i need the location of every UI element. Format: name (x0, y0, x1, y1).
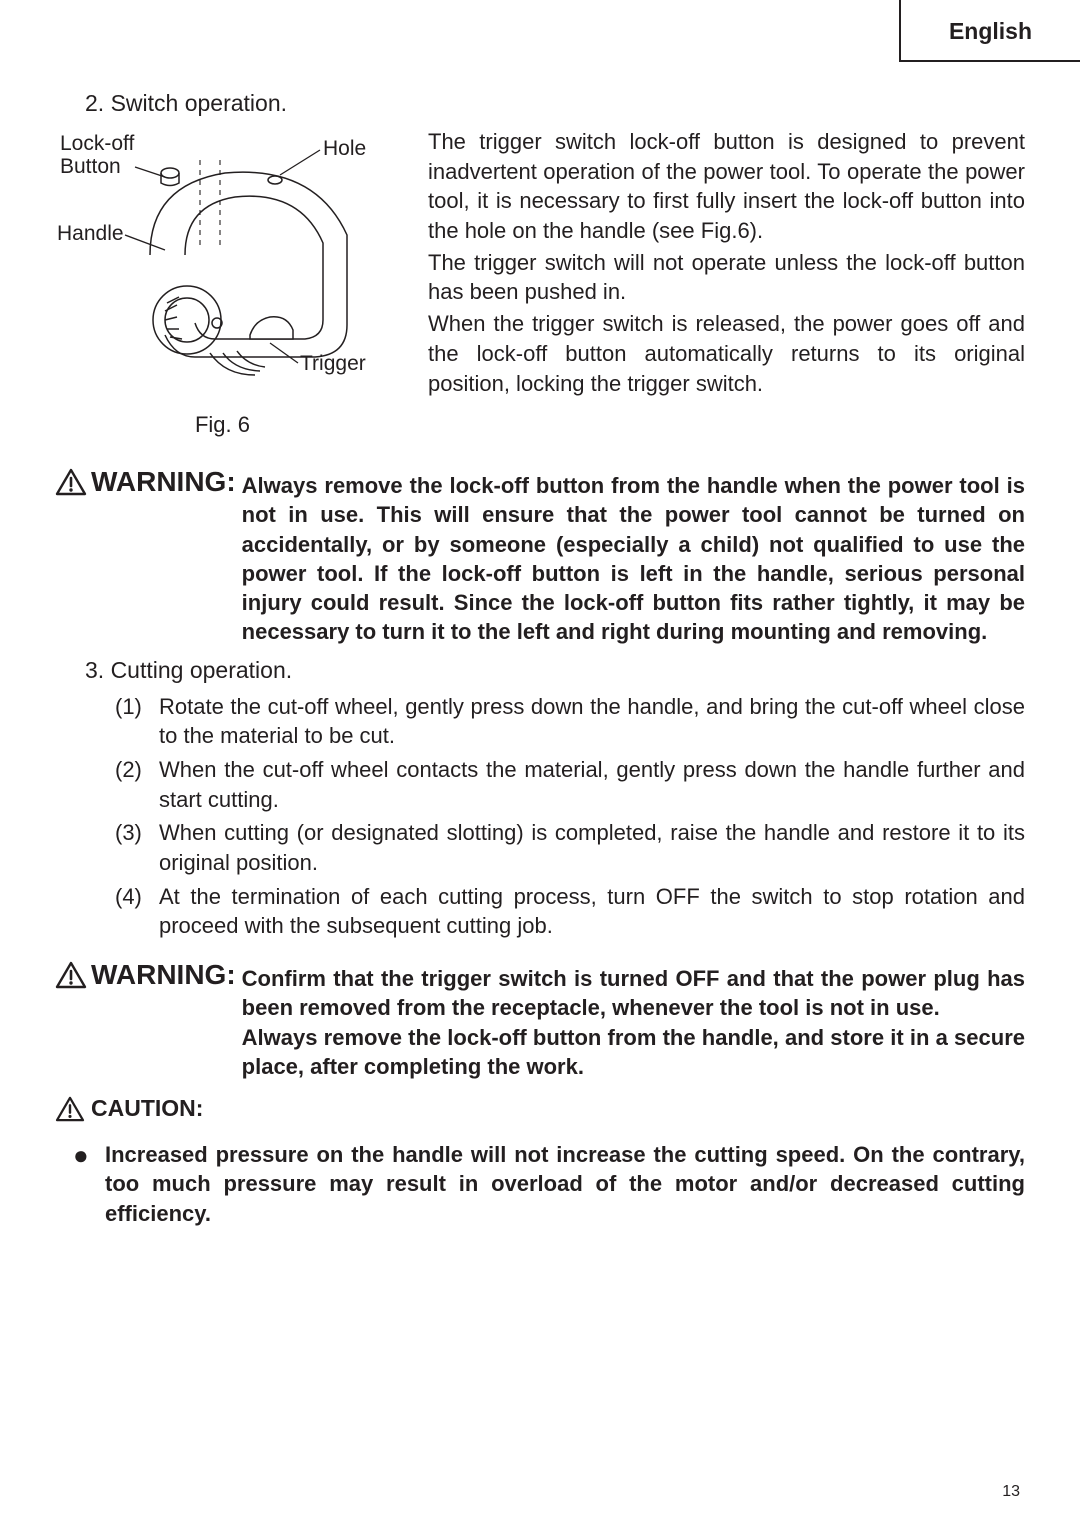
section-3-heading: 3. Cutting operation. (85, 657, 1025, 684)
caution-label: CAUTION: (55, 1095, 203, 1122)
section-2-heading: 2. Switch operation. (85, 90, 1025, 117)
warning-1-label: WARNING: (55, 466, 236, 498)
figure-column: Lock-off Button Hole Handle Trigger (55, 125, 390, 438)
warning-2-body: Confirm that the trigger switch is turne… (242, 959, 1025, 1081)
step-3: (3) When cutting (or designated slotting… (115, 818, 1025, 877)
page-number: 13 (1002, 1483, 1020, 1501)
s2-para-2: The trigger switch will not operate unle… (428, 248, 1025, 307)
section-2-text: The trigger switch lock-off button is de… (428, 125, 1025, 438)
svg-text:Hole: Hole (323, 137, 366, 160)
step-1-text: Rotate the cut-off wheel, gently press d… (159, 692, 1025, 751)
figure-and-text: Lock-off Button Hole Handle Trigger (55, 125, 1025, 438)
warning-icon (55, 468, 87, 496)
step-4-text: At the termination of each cutting proce… (159, 882, 1025, 941)
svg-text:Trigger: Trigger (300, 352, 366, 375)
step-1: (1) Rotate the cut-off wheel, gently pre… (115, 692, 1025, 751)
section-3-steps: (1) Rotate the cut-off wheel, gently pre… (55, 692, 1025, 942)
warning-2-text-2: Always remove the lock-off button from t… (242, 1023, 1025, 1082)
language-box: English (899, 0, 1080, 62)
warning-icon (55, 961, 87, 989)
step-4: (4) At the termination of each cutting p… (115, 882, 1025, 941)
warning-1-word: WARNING: (91, 466, 236, 498)
language-label: English (949, 18, 1032, 44)
svg-text:Button: Button (60, 155, 121, 178)
caution-block: CAUTION: (55, 1095, 1025, 1122)
step-1-num: (1) (115, 692, 159, 751)
page-content: 2. Switch operation. Lock-off Button Hol… (55, 20, 1025, 1228)
caution-word: CAUTION: (91, 1095, 203, 1122)
step-2-num: (2) (115, 755, 159, 814)
step-3-num: (3) (115, 818, 159, 877)
step-2: (2) When the cut-off wheel contacts the … (115, 755, 1025, 814)
svg-text:Lock-off: Lock-off (60, 132, 134, 155)
warning-1: WARNING: Always remove the lock-off butt… (55, 466, 1025, 647)
svg-text:Handle: Handle (57, 222, 124, 245)
warning-2-text-1: Confirm that the trigger switch is turne… (242, 964, 1025, 1023)
caution-bullet: ● Increased pressure on the handle will … (73, 1140, 1025, 1228)
figure-caption: Fig. 6 (55, 412, 390, 438)
step-3-text: When cutting (or designated slotting) is… (159, 818, 1025, 877)
s2-para-3: When the trigger switch is released, the… (428, 309, 1025, 398)
warning-2-word: WARNING: (91, 959, 236, 991)
bullet-mark: ● (73, 1140, 105, 1228)
manual-page: English 2. Switch operation. Lock-off Bu… (0, 0, 1080, 1529)
warning-2: WARNING: Confirm that the trigger switch… (55, 959, 1025, 1081)
caution-icon (55, 1096, 85, 1122)
step-2-text: When the cut-off wheel contacts the mate… (159, 755, 1025, 814)
warning-2-label: WARNING: (55, 959, 236, 991)
warning-1-text: Always remove the lock-off button from t… (242, 471, 1025, 647)
figure-6-diagram: Lock-off Button Hole Handle Trigger (55, 125, 390, 405)
s2-para-1: The trigger switch lock-off button is de… (428, 127, 1025, 246)
caution-bullet-text: Increased pressure on the handle will no… (105, 1140, 1025, 1228)
step-4-num: (4) (115, 882, 159, 941)
warning-1-body: Always remove the lock-off button from t… (242, 466, 1025, 647)
